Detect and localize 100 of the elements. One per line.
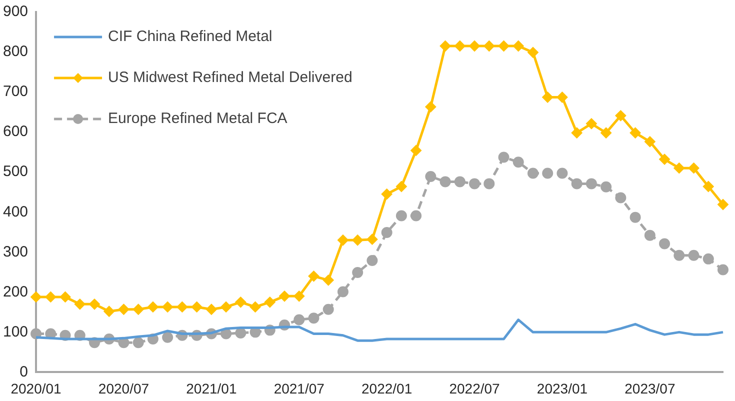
point bbox=[220, 301, 232, 312]
point bbox=[322, 304, 334, 315]
x-tick-label: 2023/07 bbox=[624, 380, 676, 396]
point bbox=[440, 40, 451, 52]
point bbox=[366, 234, 378, 245]
point bbox=[337, 234, 348, 246]
point bbox=[162, 332, 174, 343]
point bbox=[484, 178, 495, 190]
point bbox=[600, 127, 612, 138]
point bbox=[542, 168, 554, 179]
point bbox=[60, 291, 71, 302]
point bbox=[425, 170, 436, 182]
x-tick-label: 2020/07 bbox=[98, 380, 150, 396]
point bbox=[702, 180, 714, 192]
point bbox=[235, 296, 246, 308]
point bbox=[644, 230, 656, 241]
point bbox=[366, 255, 378, 266]
point bbox=[718, 199, 728, 210]
legend-label: US Midwest Refined Metal Delivered bbox=[108, 69, 352, 86]
x-tick-label: 2020/01 bbox=[10, 380, 62, 396]
y-tick-label: 200 bbox=[2, 283, 28, 300]
point bbox=[674, 162, 685, 174]
point bbox=[337, 286, 348, 298]
point bbox=[512, 40, 524, 52]
y-tick-label: 900 bbox=[2, 3, 28, 20]
point bbox=[118, 304, 130, 315]
point bbox=[688, 250, 700, 261]
x-tick-label: 2022/07 bbox=[449, 380, 500, 396]
point bbox=[659, 154, 670, 165]
point bbox=[600, 181, 612, 192]
point bbox=[381, 188, 392, 200]
point bbox=[571, 127, 582, 138]
point bbox=[279, 290, 290, 302]
point bbox=[469, 40, 480, 52]
point bbox=[176, 301, 188, 312]
y-tick-label: 400 bbox=[2, 203, 28, 220]
x-tick-label: 2022/01 bbox=[362, 380, 412, 396]
x-tick-label: 2021/01 bbox=[186, 380, 237, 396]
point bbox=[454, 176, 466, 188]
point bbox=[294, 290, 305, 302]
point bbox=[644, 136, 656, 148]
point bbox=[264, 296, 276, 308]
point bbox=[718, 264, 728, 276]
point bbox=[396, 180, 407, 192]
point bbox=[615, 110, 626, 122]
point bbox=[702, 253, 714, 264]
point bbox=[30, 291, 42, 302]
legend-label: CIF China Refined Metal bbox=[108, 28, 272, 46]
point bbox=[571, 178, 582, 190]
point bbox=[352, 234, 364, 246]
point bbox=[162, 301, 174, 312]
y-tick-label: 500 bbox=[2, 163, 28, 180]
legend-label: Europe Refined Metal FCA bbox=[108, 110, 288, 128]
point bbox=[425, 101, 436, 112]
y-tick-label: 600 bbox=[2, 123, 28, 140]
point bbox=[132, 337, 144, 348]
y-tick-label: 300 bbox=[2, 243, 28, 260]
point bbox=[586, 178, 597, 190]
point bbox=[498, 152, 510, 163]
point bbox=[527, 46, 538, 58]
point bbox=[74, 298, 86, 310]
point bbox=[674, 250, 685, 261]
point bbox=[206, 304, 217, 315]
point bbox=[410, 210, 422, 222]
point bbox=[381, 227, 392, 238]
point bbox=[556, 92, 568, 103]
point bbox=[308, 270, 320, 282]
point bbox=[132, 304, 144, 315]
point bbox=[88, 298, 100, 310]
point bbox=[527, 168, 538, 179]
point bbox=[396, 210, 407, 222]
point bbox=[556, 168, 568, 179]
y-tick-label: 0 bbox=[20, 363, 28, 380]
point bbox=[630, 212, 641, 223]
y-tick-label: 700 bbox=[2, 83, 28, 100]
point bbox=[542, 92, 554, 103]
point bbox=[440, 176, 451, 188]
point bbox=[294, 314, 305, 326]
x-tick-label: 2021/07 bbox=[274, 380, 325, 396]
point bbox=[191, 301, 202, 312]
point bbox=[454, 40, 466, 52]
point bbox=[688, 162, 700, 174]
y-tick-label: 100 bbox=[2, 323, 28, 340]
point bbox=[410, 144, 422, 156]
point bbox=[630, 127, 641, 138]
x-tick-label: 2023/01 bbox=[536, 380, 588, 396]
point bbox=[484, 40, 495, 52]
point bbox=[322, 274, 334, 286]
point bbox=[469, 178, 480, 190]
y-tick-label: 800 bbox=[2, 43, 28, 60]
point bbox=[512, 156, 524, 168]
point bbox=[104, 306, 115, 317]
point bbox=[498, 40, 510, 52]
point bbox=[352, 267, 364, 278]
point bbox=[586, 118, 597, 130]
point bbox=[659, 238, 670, 250]
point bbox=[308, 312, 320, 324]
point bbox=[250, 301, 261, 312]
point bbox=[147, 301, 158, 312]
point bbox=[45, 291, 56, 302]
